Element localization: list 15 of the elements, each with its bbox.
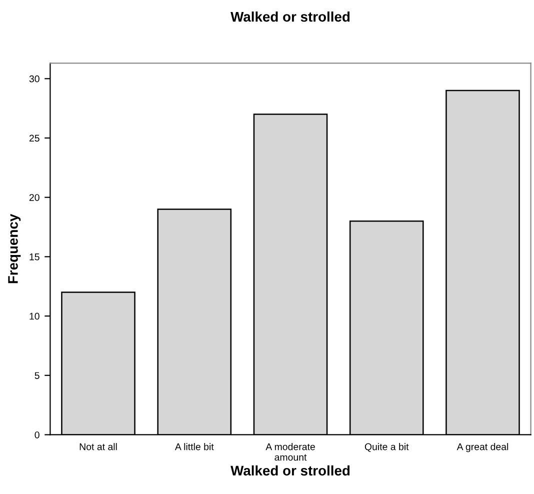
- x-tick-label: Not at all: [80, 443, 117, 450]
- y-tick-label: 25: [29, 134, 40, 142]
- y-tick-label: 30: [29, 75, 40, 82]
- y-tick-label: 0: [34, 431, 40, 438]
- y-tick-label: 5: [34, 372, 40, 379]
- y-tick-label: 20: [29, 194, 40, 201]
- x-axis-title: Walked or strolled: [230, 465, 350, 476]
- x-tick-label: Quite a bit: [364, 443, 409, 452]
- x-tick-label: A great deal: [456, 443, 508, 452]
- y-tick-label: 15: [30, 254, 40, 260]
- chart-title: Walked or strolled: [230, 12, 350, 22]
- y-tick-label: 10: [30, 312, 40, 320]
- y-axis-title: Frequency: [8, 214, 21, 284]
- x-tick-label: A little bit: [174, 443, 214, 450]
- x-tick-label: A moderate amount: [266, 443, 315, 461]
